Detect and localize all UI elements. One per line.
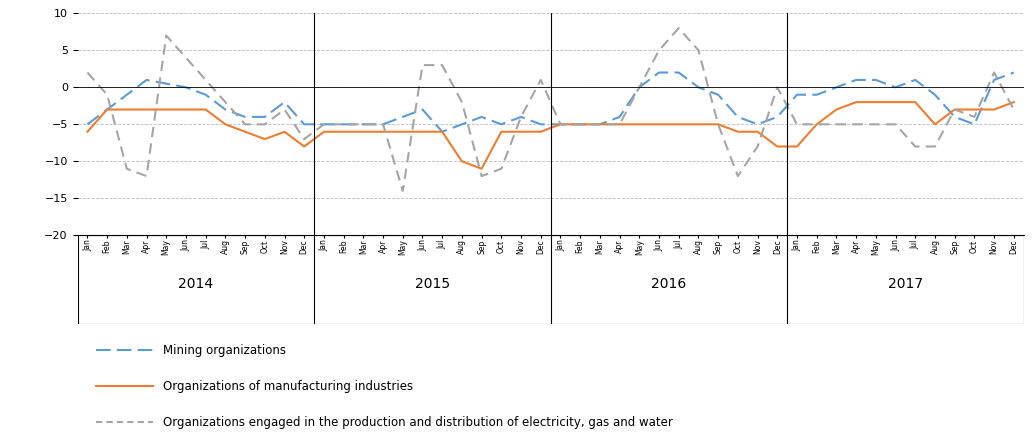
Text: 2015: 2015 <box>415 277 450 291</box>
Text: Organizations engaged in the production and distribution of electricity, gas and: Organizations engaged in the production … <box>162 416 672 429</box>
Text: Mining organizations: Mining organizations <box>162 344 285 357</box>
Text: Organizations of manufacturing industries: Organizations of manufacturing industrie… <box>162 380 413 393</box>
Text: 2014: 2014 <box>178 277 213 291</box>
Text: 2016: 2016 <box>651 277 687 291</box>
Text: 2017: 2017 <box>888 277 923 291</box>
